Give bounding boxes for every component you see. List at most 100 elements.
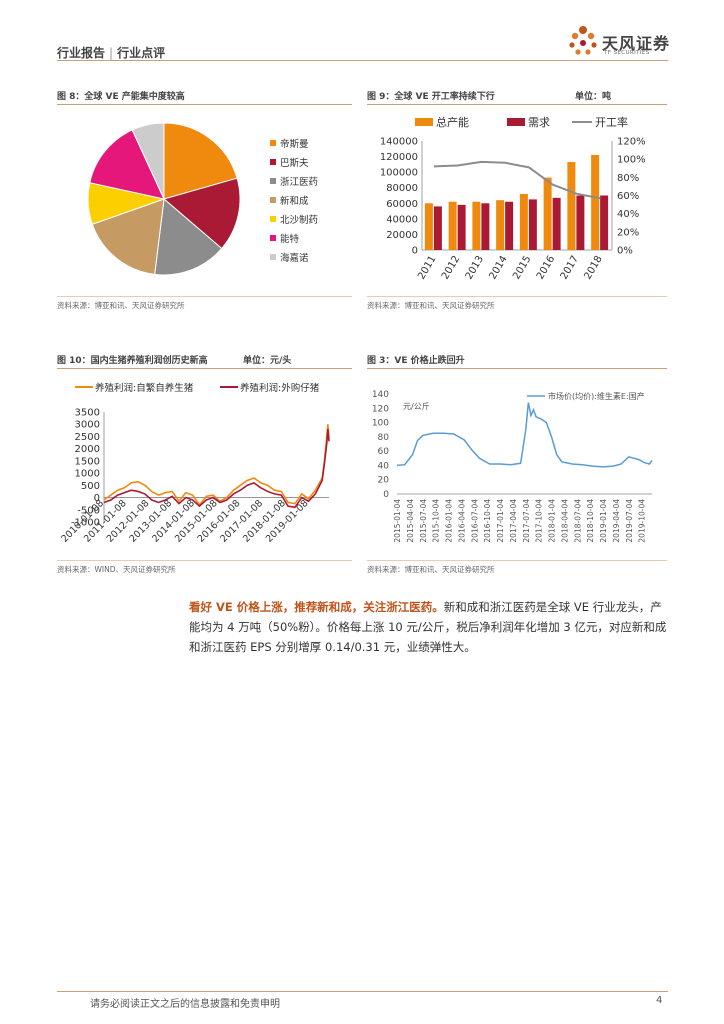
- fig10-source: 资料来源：WIND、天风证券研究所: [57, 565, 176, 574]
- legend-label: 帝斯曼: [280, 138, 309, 150]
- y-tick-label: 3000: [75, 420, 100, 431]
- bar: [505, 201, 514, 250]
- y-tick-label: 0: [383, 490, 389, 500]
- fig3-chart: 市场价(均价):维生素E:国产元/公斤 0 20 40 60 80 100 120 140 201…: [372, 390, 653, 543]
- y2-tick-label: 100%: [617, 155, 646, 166]
- y-tick-label: -1000: [71, 518, 100, 529]
- y-tick-label: 140000: [380, 137, 418, 148]
- y2-tick-label: 60%: [617, 191, 639, 202]
- bar: [567, 162, 576, 250]
- company-logo: 天风证券 TF SECURITIES: [566, 24, 676, 64]
- header-separator: |: [109, 46, 114, 60]
- pie-slice: [89, 129, 165, 200]
- y-tick-label: 500: [81, 481, 100, 492]
- fig9-chart: 总产能 需求 开工率 0 20000 40000 60000 80000 100000 12000…: [380, 115, 646, 282]
- fig8-title-rule: [57, 104, 352, 105]
- y2-tick-label: 0%: [617, 246, 633, 257]
- legend-swatch: [270, 197, 276, 203]
- legend-label: 市场价(均价):维生素E:国产: [548, 391, 645, 401]
- y-tick-label: 40000: [386, 214, 418, 225]
- y-tick-label: 80000: [386, 183, 418, 194]
- logo-cn-text: 天风证券: [602, 34, 671, 53]
- pie-slice: [163, 122, 238, 200]
- x-tick-label: 2016: [535, 254, 557, 282]
- x-tick-label: 2019-10-04: [638, 499, 647, 543]
- x-tick-label: 2016-01-04: [445, 499, 454, 543]
- bar: [591, 155, 600, 250]
- fig3-title: 图 3：VE 价格止跌回升: [367, 356, 465, 366]
- y-tick-label: 60: [378, 447, 390, 457]
- page-number: 4: [656, 995, 663, 1006]
- x-tick-label: 2014: [487, 254, 509, 282]
- legend-label: 总产能: [436, 115, 469, 129]
- y-axis-unit: 元/公斤: [403, 401, 430, 411]
- x-tick-label: 2015: [511, 254, 533, 282]
- fig9-unit: 单位：吨: [575, 92, 612, 102]
- commentary-lead: 看好 VE 价格上涨，推荐新和成，关注浙江医药。: [189, 600, 444, 614]
- report-subtype: 行业点评: [117, 46, 166, 60]
- fig10-title-rule: [57, 368, 352, 369]
- x-tick-label: 2018-04-04: [560, 499, 569, 543]
- legend-label: 新和成: [280, 195, 309, 207]
- y-tick-label: -500: [77, 505, 100, 516]
- fig9-source: 资料来源：博亚和讯、天风证券研究所: [367, 301, 495, 310]
- x-tick-label: 2015-01-04: [393, 499, 402, 543]
- bar: [519, 193, 528, 250]
- x-tick-label: 2017-01-04: [496, 499, 505, 543]
- y-tick-label: 3500: [75, 408, 100, 419]
- fig8-title: 图 8：全球 VE 产能集中度较高: [57, 92, 185, 102]
- y2-tick-label: 40%: [617, 209, 639, 220]
- commentary-body: 新和成和浙江医药是全球 VE 行业龙头，产能均为 4 万吨（50%粉）。价格每上…: [189, 600, 667, 654]
- fig10-unit: 单位：元/头: [243, 356, 292, 366]
- x-tick-label: 2016-07-04: [470, 499, 479, 543]
- y-tick-label: 20000: [386, 230, 418, 241]
- x-tick-label: 2018-01-04: [548, 499, 557, 543]
- x-tick-label: 2019-04-04: [612, 499, 621, 543]
- x-tick-label: 2011: [416, 254, 438, 282]
- y-tick-label: 100: [372, 419, 389, 429]
- legend-swatch: [270, 140, 276, 146]
- fig10-source-rule: [57, 560, 352, 561]
- legend-label: 需求: [528, 116, 550, 129]
- y-tick-label: 20: [378, 476, 390, 486]
- legend-swatch: [270, 216, 276, 222]
- bar: [481, 203, 490, 250]
- x-tick-label: 2018-07-04: [573, 499, 582, 543]
- footer-disclaimer: 请务必阅读正文之后的信息披露和免责申明: [90, 999, 280, 1010]
- fig9-source-rule: [367, 296, 667, 297]
- x-tick-label: 2016-04-04: [457, 499, 466, 543]
- bar: [576, 195, 585, 250]
- pie-slice: [91, 198, 165, 275]
- bar: [457, 204, 466, 250]
- x-tick-label: 2017-04-04: [509, 499, 518, 543]
- y-tick-label: 0: [94, 493, 100, 504]
- y-tick-label: 60000: [386, 199, 418, 210]
- legend-label: 养殖利润:自繁自养生猪: [95, 382, 194, 394]
- y-tick-label: 140: [372, 390, 389, 400]
- fig3-source: 资料来源：博亚和讯、天风证券研究所: [367, 565, 495, 574]
- fig9-title-rule: [367, 104, 667, 105]
- bar: [552, 197, 561, 250]
- legend-swatch: [415, 118, 433, 126]
- y2-tick-label: 20%: [617, 227, 639, 238]
- legend-label: 巴斯夫: [280, 157, 309, 169]
- fig9-title: 图 9：全球 VE 开工率持续下行: [367, 92, 495, 102]
- x-tick-label: 2012: [440, 254, 462, 282]
- legend-swatch: [270, 254, 276, 260]
- y-tick-label: 100000: [380, 168, 418, 179]
- report-category: 行业报告 | 行业点评: [57, 44, 165, 61]
- fig8-source: 资料来源：博亚和讯、天风证券研究所: [57, 301, 185, 310]
- logo-mark-icon: [569, 26, 597, 55]
- series-line: [433, 160, 601, 200]
- footer-rule: [57, 991, 668, 992]
- x-tick-label: 2019-01-04: [599, 499, 608, 543]
- fig3-title-rule: [367, 368, 667, 369]
- y-tick-label: 120000: [380, 152, 418, 163]
- pie-slice: [154, 198, 223, 276]
- bar: [528, 199, 537, 250]
- y-tick-label: 0: [412, 246, 418, 257]
- logo-en-text: TF SECURITIES: [604, 50, 650, 56]
- x-tick-label: 2013: [464, 254, 486, 282]
- commentary-paragraph: 看好 VE 价格上涨，推荐新和成，关注浙江医药。新和成和浙江医药是全球 VE 行…: [189, 597, 667, 657]
- x-tick-label: 2015-04-04: [406, 499, 415, 543]
